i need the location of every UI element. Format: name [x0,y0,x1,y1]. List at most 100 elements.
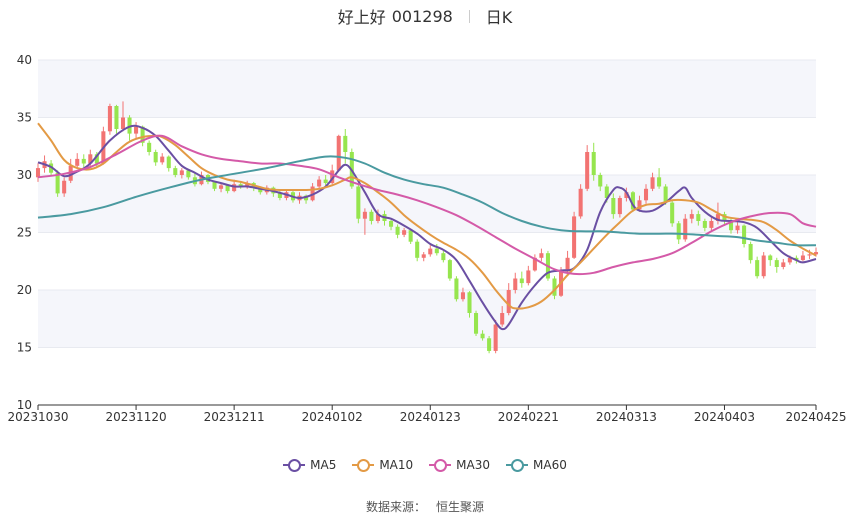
candle-body[interactable] [474,313,479,334]
candle-body[interactable] [238,184,243,187]
candle-body[interactable] [487,338,492,351]
candle-body[interactable] [114,106,119,129]
legend-item-ma10[interactable]: MA10 [352,458,413,472]
candle-body[interactable] [761,255,766,277]
candle-body[interactable] [467,292,472,313]
candle-body[interactable] [75,158,80,166]
candle-body[interactable] [578,188,583,217]
candle-body[interactable] [120,117,126,130]
candle-body[interactable] [565,257,570,272]
candle-body[interactable] [800,255,805,261]
candle-body[interactable] [454,278,459,300]
candle-body[interactable] [160,156,165,163]
candle-body[interactable] [768,255,773,261]
candle-body[interactable] [670,202,675,224]
candle-body[interactable] [323,179,328,184]
candle-body[interactable] [604,186,609,199]
candle-body[interactable] [585,152,590,189]
candle-body[interactable] [813,252,819,255]
candle-body[interactable] [657,177,662,187]
candle-body[interactable] [186,170,191,178]
candle-body[interactable] [415,241,420,258]
candle-body[interactable] [88,154,93,164]
candle-body[interactable] [526,270,531,284]
candle-body[interactable] [702,221,707,228]
candle-body[interactable] [539,253,544,258]
candle-body[interactable] [715,214,720,221]
candle-body[interactable] [460,292,465,300]
candle-body[interactable] [663,186,668,203]
candle-body[interactable] [232,184,237,192]
candle-body[interactable] [55,172,60,194]
candle-body[interactable] [375,214,380,221]
candle-body[interactable] [696,214,701,221]
candle-body[interactable] [428,248,433,255]
candle-body[interactable] [572,216,577,258]
candle-body[interactable] [630,192,635,210]
candle-body[interactable] [225,185,230,192]
candle-body[interactable] [722,214,727,221]
candle-body[interactable] [624,192,629,198]
candle-body[interactable] [447,260,452,279]
candle-body[interactable] [389,221,394,227]
candle-body[interactable] [245,183,250,187]
candle-body[interactable] [127,117,132,134]
candle-body[interactable] [742,225,747,244]
candle-body[interactable] [179,170,184,175]
candle-body[interactable] [807,254,812,256]
candle-body[interactable] [173,168,178,175]
candle-body[interactable] [728,221,734,231]
candle-body[interactable] [219,185,224,189]
period-label[interactable]: 日K [485,8,513,27]
candle-body[interactable] [421,254,426,258]
candle-body[interactable] [336,135,341,171]
candle-body[interactable] [356,186,361,219]
candle-body[interactable] [480,333,485,339]
candle-body[interactable] [212,181,217,189]
candle-body[interactable] [94,154,99,164]
candle-body[interactable] [153,152,158,163]
candle-body[interactable] [552,278,557,296]
candle-body[interactable] [317,179,322,187]
candle-body[interactable] [748,244,753,261]
candle-body[interactable] [258,187,263,193]
candle-body[interactable] [434,248,439,254]
candle-body[interactable] [277,193,282,198]
candle-body[interactable] [134,126,139,134]
candle-body[interactable] [395,226,400,235]
candle-body[interactable] [330,170,335,184]
candle-body[interactable] [362,211,367,219]
candle-body[interactable] [617,198,622,215]
candle-body[interactable] [35,168,41,178]
candle-body[interactable] [310,186,315,201]
candle-body[interactable] [611,198,616,215]
legend-item-ma60[interactable]: MA60 [506,458,567,472]
candle-body[interactable] [787,257,792,263]
candle-body[interactable] [676,223,681,240]
candle-body[interactable] [735,225,740,231]
candle-body[interactable] [709,221,714,228]
candle-body[interactable] [506,290,511,313]
candle-body[interactable] [650,177,655,189]
legend-item-ma30[interactable]: MA30 [429,458,490,472]
candle-body[interactable] [643,188,649,201]
candle-body[interactable] [62,180,67,194]
candle-body[interactable] [689,214,694,219]
candle-body[interactable] [140,126,145,143]
candle-body[interactable] [147,142,152,152]
candle-body[interactable] [441,253,446,261]
candle-body[interactable] [683,218,688,240]
candle-body[interactable] [402,230,407,235]
candle-body[interactable] [369,211,374,221]
candle-body[interactable] [107,106,112,132]
legend-item-ma5[interactable]: MA5 [283,458,336,472]
candle-body[interactable] [755,260,760,277]
candle-body[interactable] [794,257,799,261]
candle-body[interactable] [81,158,86,164]
candle-body[interactable] [774,260,779,267]
candle-body[interactable] [519,278,524,284]
candle-body[interactable] [637,200,642,210]
candle-body[interactable] [532,257,537,271]
candle-body[interactable] [166,156,171,169]
candle-body[interactable] [598,175,603,187]
